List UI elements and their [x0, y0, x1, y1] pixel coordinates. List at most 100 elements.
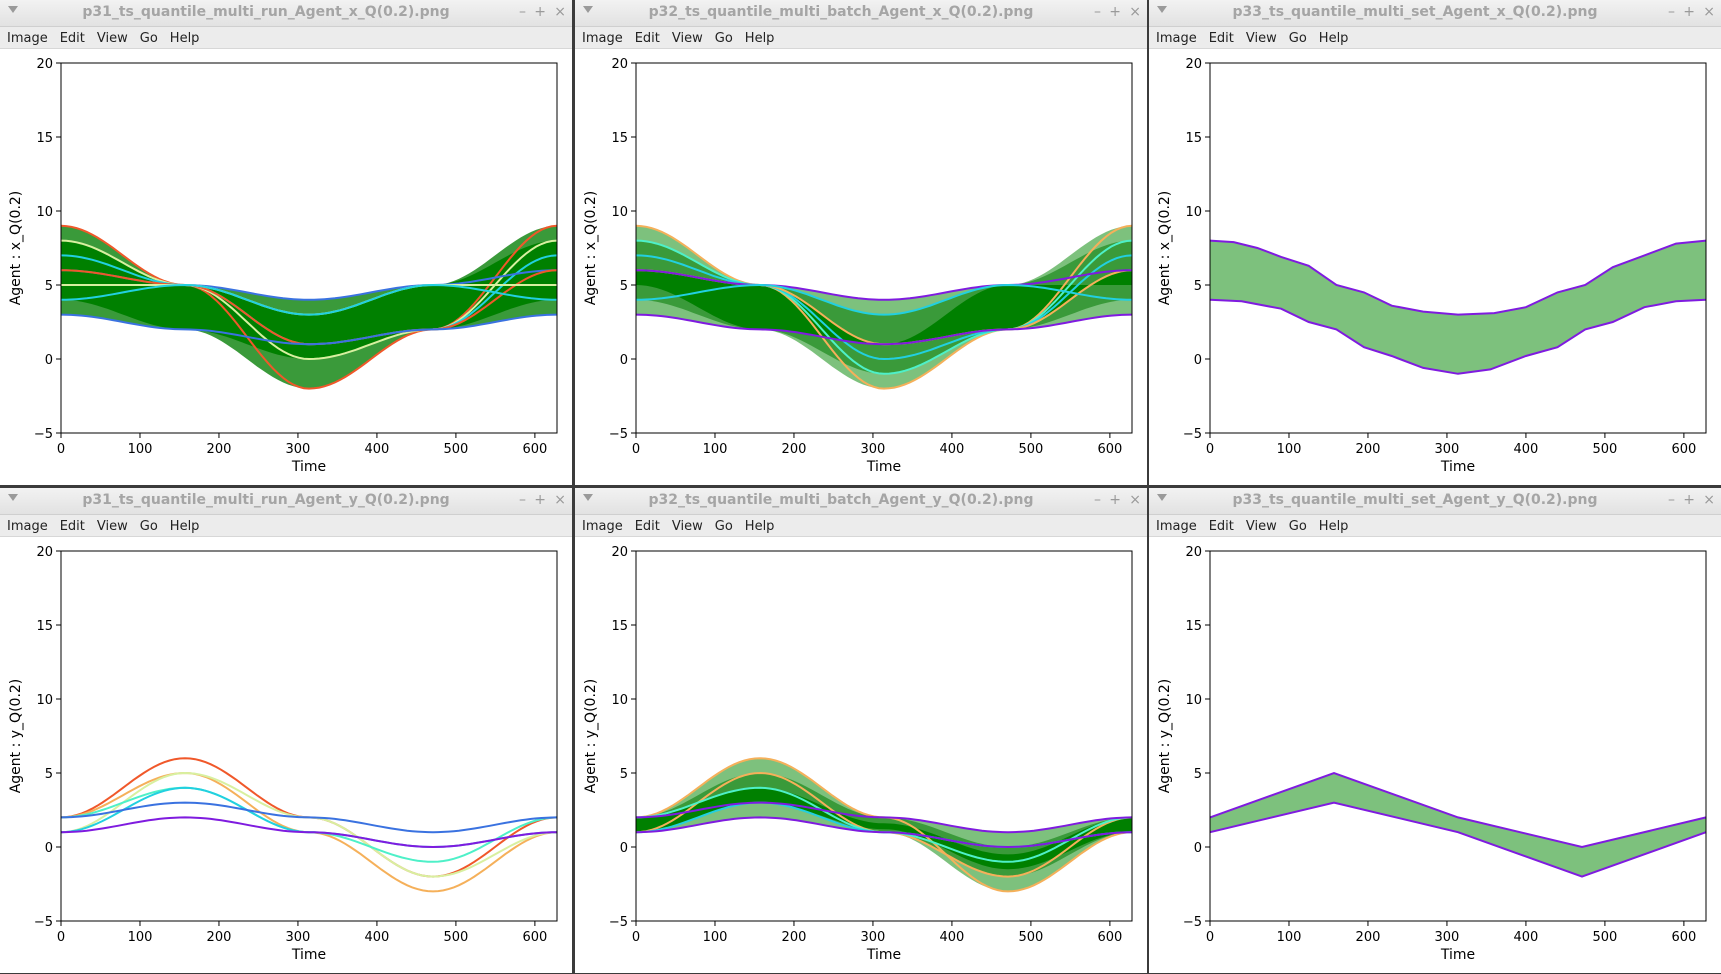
window-menu-icon[interactable]	[8, 6, 18, 13]
x-tick-label: 600	[522, 930, 547, 945]
chart: 0 100 200 300 400 500 600 −5 0 5 10 15 20 Time Agent :…	[583, 545, 1133, 963]
menu-image[interactable]: Image	[7, 31, 48, 46]
menu-view[interactable]: View	[1245, 519, 1277, 534]
window-menu-icon[interactable]	[583, 494, 593, 501]
maximize-icon[interactable]: +	[534, 4, 546, 20]
series-line	[635, 801, 1133, 834]
chart: 0 100 200 300 400 500 600 −5 0 5 10 15 20 Time Agent :…	[1157, 545, 1707, 963]
x-tick-label: 600	[1097, 442, 1122, 457]
minimize-icon[interactable]: –	[519, 4, 526, 20]
menu-help[interactable]: Help	[744, 519, 775, 534]
menu-edit[interactable]: Edit	[634, 519, 660, 534]
series-line	[635, 239, 1133, 375]
y-tick-label: 5	[1194, 279, 1202, 294]
menu-go[interactable]: Go	[1288, 519, 1307, 534]
series-line	[1209, 771, 1707, 849]
menu-bar: Image Edit View Go Help	[1149, 515, 1721, 537]
window-menu-icon[interactable]	[1157, 494, 1167, 501]
menu-bar: Image Edit View Go Help	[1149, 27, 1721, 49]
y-tick-label: 15	[36, 619, 53, 634]
plot-frame	[635, 550, 1133, 922]
x-tick-label: 300	[1435, 930, 1460, 945]
x-tick-label: 200	[782, 442, 807, 457]
menu-view[interactable]: View	[671, 519, 703, 534]
y-tick-label: 5	[45, 767, 53, 782]
title-bar[interactable]: p33_ts_quantile_multi_set_Agent_x_Q(0.2)…	[1149, 0, 1721, 27]
window-menu-icon[interactable]	[1157, 6, 1167, 13]
menu-image[interactable]: Image	[1156, 519, 1197, 534]
maximize-icon[interactable]: +	[1109, 4, 1121, 20]
menu-image[interactable]: Image	[582, 31, 623, 46]
minimize-icon[interactable]: –	[1668, 4, 1675, 20]
title-bar[interactable]: p33_ts_quantile_multi_set_Agent_y_Q(0.2)…	[1149, 488, 1721, 515]
title-bar[interactable]: p31_ts_quantile_multi_run_Agent_x_Q(0.2)…	[0, 0, 572, 27]
title-bar[interactable]: p32_ts_quantile_multi_batch_Agent_x_Q(0.…	[575, 0, 1147, 27]
menu-view[interactable]: View	[1245, 31, 1277, 46]
x-tick-label: 500	[443, 442, 468, 457]
x-tick-label: 600	[1097, 930, 1122, 945]
image-viewer-window: p31_ts_quantile_multi_run_Agent_x_Q(0.2)…	[0, 0, 572, 485]
close-icon[interactable]: ×	[1129, 492, 1141, 508]
menu-go[interactable]: Go	[139, 31, 158, 46]
series-line	[635, 283, 1133, 316]
menu-edit[interactable]: Edit	[634, 31, 660, 46]
menu-go[interactable]: Go	[1288, 31, 1307, 46]
menu-view[interactable]: View	[96, 31, 128, 46]
x-tick-label: 400	[1514, 442, 1539, 457]
menu-go[interactable]: Go	[714, 31, 733, 46]
menu-image[interactable]: Image	[1156, 31, 1197, 46]
chart: 0 100 200 300 400 500 600 −5 0 5 10 15 20 Time Agent :…	[583, 57, 1133, 475]
y-tick-label: 5	[620, 767, 628, 782]
x-tick-label: 200	[782, 930, 807, 945]
maximize-icon[interactable]: +	[1683, 4, 1695, 20]
x-tick-label: 500	[1018, 442, 1043, 457]
x-tick-label: 200	[1356, 442, 1381, 457]
x-tick-label: 100	[1277, 930, 1302, 945]
menu-help[interactable]: Help	[1318, 519, 1349, 534]
x-axis-label: Time	[1440, 459, 1475, 475]
close-icon[interactable]: ×	[554, 4, 566, 20]
window-menu-icon[interactable]	[583, 6, 593, 13]
x-tick-label: 400	[940, 930, 965, 945]
window-menu-icon[interactable]	[8, 494, 18, 501]
y-tick-label: 0	[1194, 353, 1202, 368]
menu-go[interactable]: Go	[139, 519, 158, 534]
maximize-icon[interactable]: +	[534, 492, 546, 508]
image-viewer-window: p33_ts_quantile_multi_set_Agent_x_Q(0.2)…	[1149, 0, 1721, 485]
minimize-icon[interactable]: –	[1668, 492, 1675, 508]
title-bar[interactable]: p32_ts_quantile_multi_batch_Agent_y_Q(0.…	[575, 488, 1147, 515]
x-tick-label: 0	[1206, 930, 1214, 945]
series-line	[635, 224, 1133, 390]
series-line	[60, 283, 558, 316]
menu-edit[interactable]: Edit	[59, 519, 85, 534]
menu-help[interactable]: Help	[744, 31, 775, 46]
menu-go[interactable]: Go	[714, 519, 733, 534]
close-icon[interactable]: ×	[1703, 4, 1715, 20]
maximize-icon[interactable]: +	[1683, 492, 1695, 508]
menu-edit[interactable]: Edit	[1208, 31, 1234, 46]
menu-help[interactable]: Help	[169, 519, 200, 534]
menu-view[interactable]: View	[671, 31, 703, 46]
minimize-icon[interactable]: –	[1094, 4, 1101, 20]
menu-help[interactable]: Help	[1318, 31, 1349, 46]
y-tick-label: 20	[36, 545, 53, 560]
title-bar[interactable]: p31_ts_quantile_multi_run_Agent_y_Q(0.2)…	[0, 488, 572, 515]
y-tick-label: −5	[1183, 427, 1202, 442]
x-tick-label: 300	[286, 930, 311, 945]
close-icon[interactable]: ×	[1703, 492, 1715, 508]
x-tick-label: 400	[940, 442, 965, 457]
menu-image[interactable]: Image	[7, 519, 48, 534]
menu-help[interactable]: Help	[169, 31, 200, 46]
menu-view[interactable]: View	[96, 519, 128, 534]
close-icon[interactable]: ×	[1129, 4, 1141, 20]
series-line	[635, 254, 1133, 361]
minimize-icon[interactable]: –	[1094, 492, 1101, 508]
menu-image[interactable]: Image	[582, 519, 623, 534]
window-title: p32_ts_quantile_multi_batch_Agent_x_Q(0.…	[648, 4, 1034, 20]
maximize-icon[interactable]: +	[1109, 492, 1121, 508]
minimize-icon[interactable]: –	[519, 492, 526, 508]
menu-edit[interactable]: Edit	[1208, 519, 1234, 534]
close-icon[interactable]: ×	[554, 492, 566, 508]
plot-frame	[60, 550, 558, 922]
menu-edit[interactable]: Edit	[59, 31, 85, 46]
